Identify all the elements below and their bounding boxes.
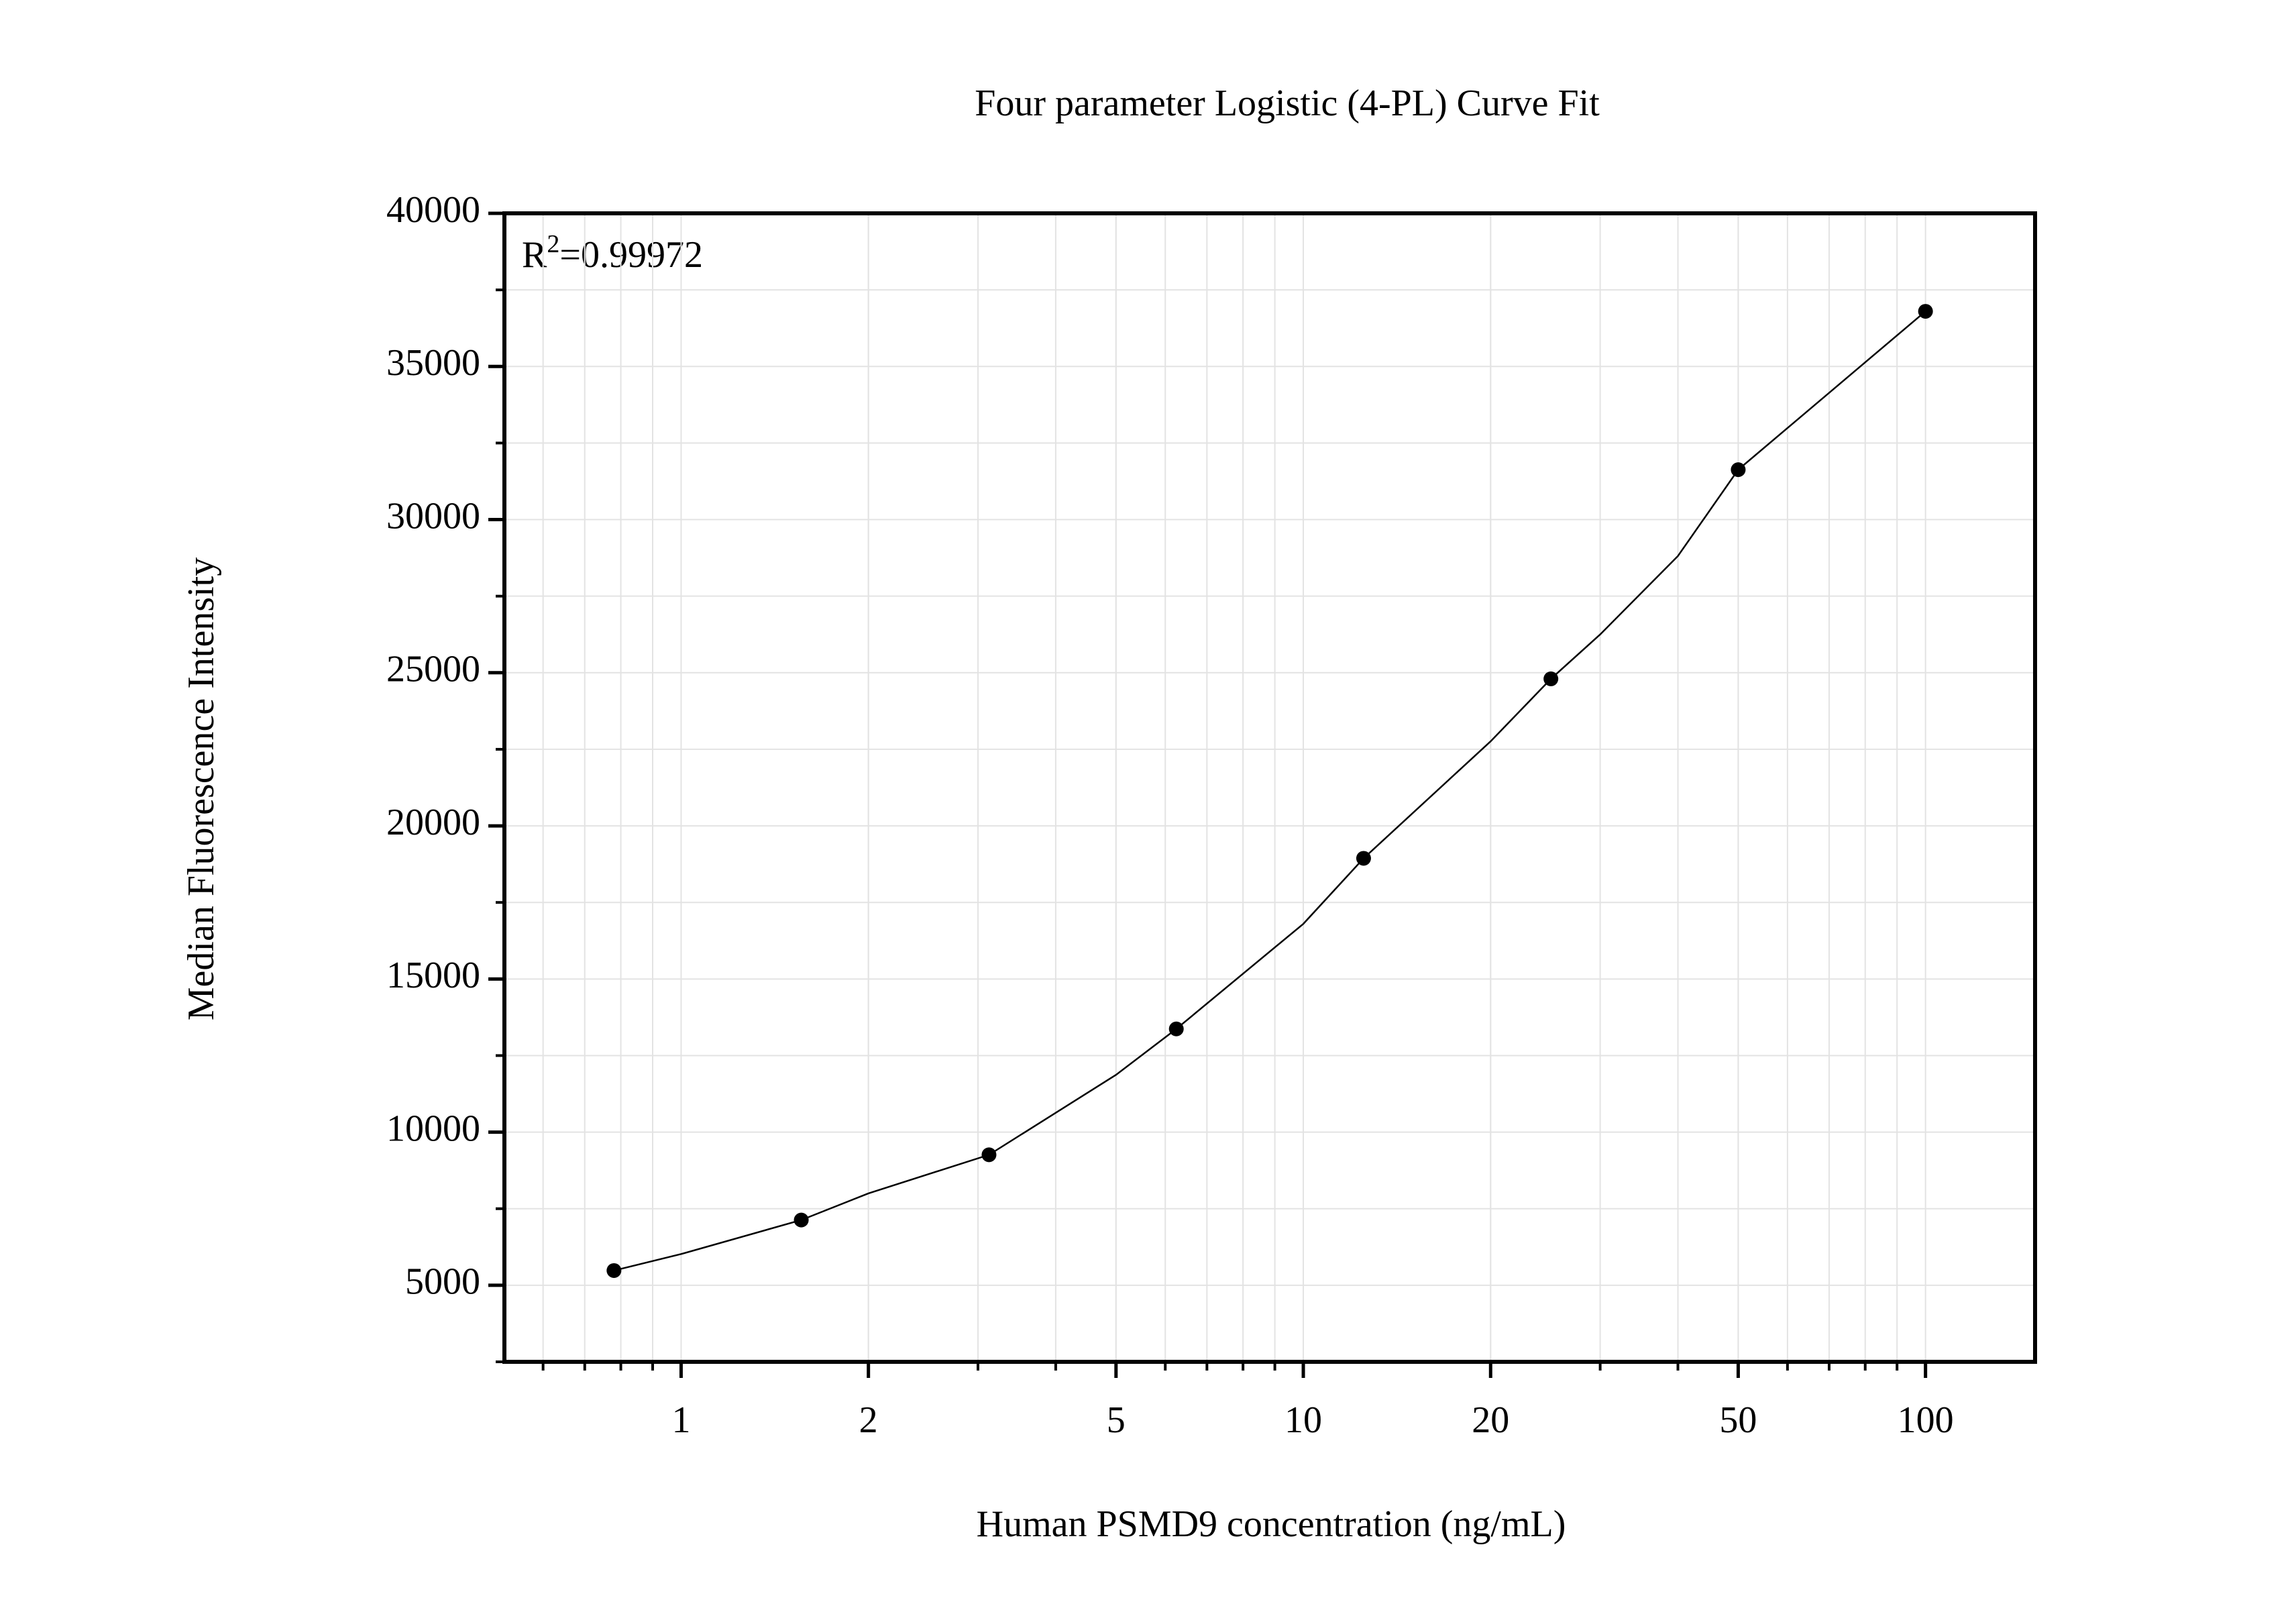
fit-curve bbox=[614, 311, 1926, 1272]
x-tick-label: 100 bbox=[1898, 1399, 1954, 1441]
data-point bbox=[1168, 1021, 1184, 1036]
data-point bbox=[794, 1212, 809, 1228]
y-tick-label: 10000 bbox=[386, 1108, 480, 1149]
annotation: R2=0.99972 bbox=[522, 230, 703, 276]
annotation-sup: 2 bbox=[547, 230, 559, 258]
x-tick-label: 2 bbox=[859, 1399, 878, 1441]
y-tick-label: 5000 bbox=[405, 1261, 480, 1303]
y-tick-label: 40000 bbox=[386, 189, 480, 231]
x-tick-label: 1 bbox=[671, 1399, 690, 1441]
x-tick-label: 50 bbox=[1719, 1399, 1757, 1441]
y-tick-label: 35000 bbox=[386, 342, 480, 384]
data-point bbox=[1356, 851, 1371, 866]
x-tick-label: 10 bbox=[1284, 1399, 1322, 1441]
annotation-text: =0.99972 bbox=[559, 234, 703, 276]
chart-title: Four parameter Logistic (4-PL) Curve Fit bbox=[975, 83, 1600, 124]
data-point bbox=[606, 1263, 622, 1278]
y-tick-label: 15000 bbox=[386, 955, 480, 996]
y-tick-label: 25000 bbox=[386, 649, 480, 690]
data-point bbox=[1543, 671, 1559, 686]
x-axis-label: Human PSMD9 concentration (ng/mL) bbox=[977, 1503, 1566, 1545]
x-tick-label: 20 bbox=[1472, 1399, 1509, 1441]
y-axis-label: Median Fluorescence Intensity bbox=[180, 557, 222, 1020]
x-tick-label: 5 bbox=[1107, 1399, 1126, 1441]
data-point bbox=[1918, 304, 1933, 319]
y-tick-label: 20000 bbox=[386, 802, 480, 843]
data-point bbox=[1731, 462, 1746, 478]
data-point bbox=[981, 1147, 997, 1163]
y-tick-label: 30000 bbox=[386, 495, 480, 537]
plot-frame bbox=[502, 211, 2037, 1364]
